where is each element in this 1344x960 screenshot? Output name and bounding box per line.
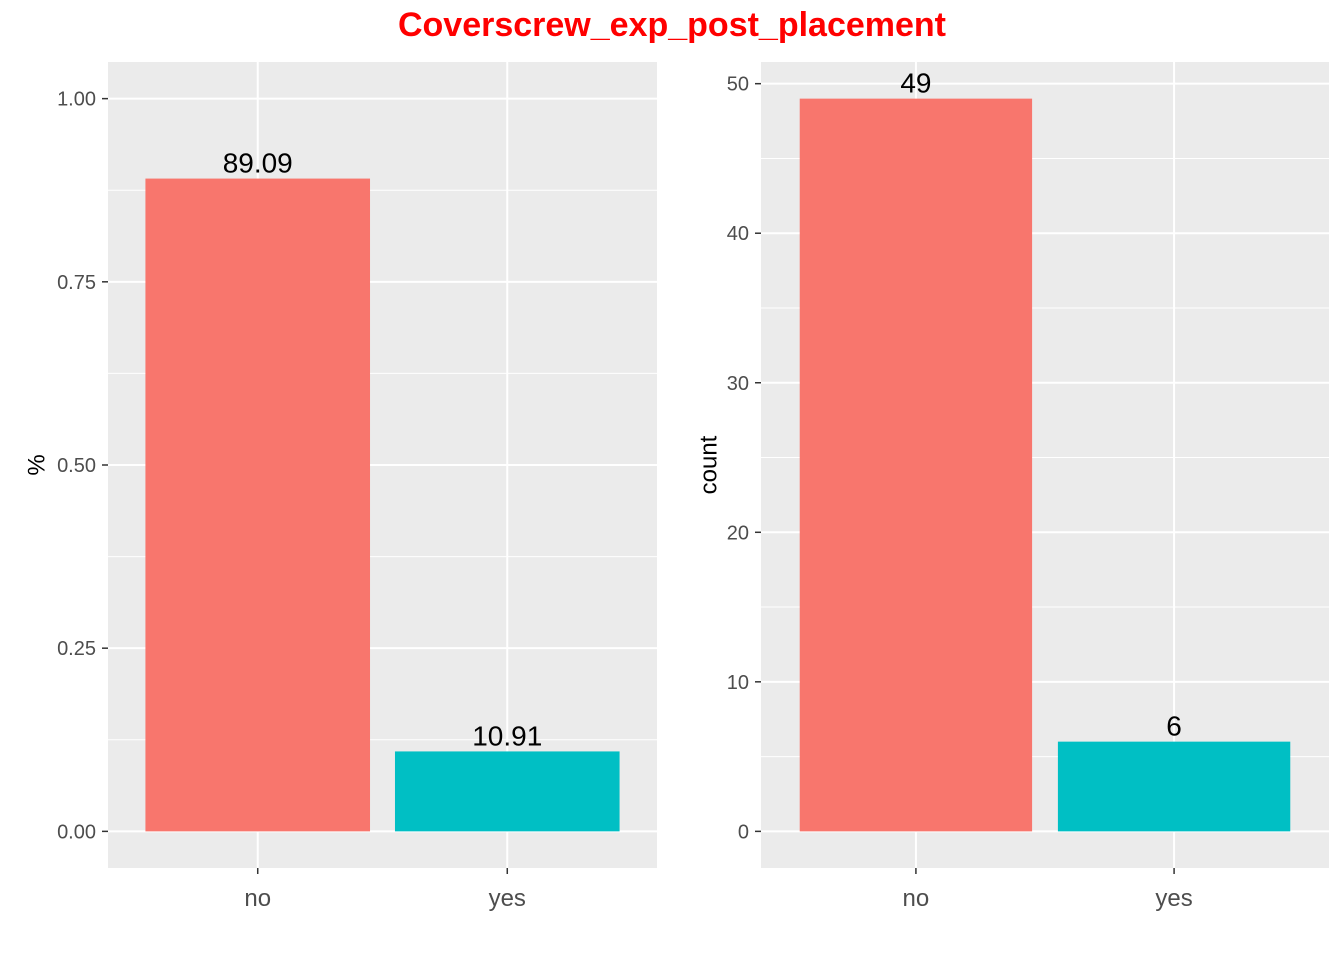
y-tick-label: 0.75 xyxy=(57,272,96,294)
y-tick-label: 10 xyxy=(727,672,749,694)
y-tick-label: 0 xyxy=(738,821,749,843)
y-tick-label: 20 xyxy=(727,522,749,544)
bar-yes xyxy=(394,751,620,832)
y-tick-label: 0.25 xyxy=(57,638,96,660)
y-tick-label: 30 xyxy=(727,373,749,395)
bar-yes xyxy=(1057,741,1291,832)
chart-title: Coverscrew_exp_post_placement xyxy=(397,6,947,44)
y-axis-label: % xyxy=(23,454,50,475)
panel-1: 0.00 0.25 0.50 0.75 1.00 no yes 89.09 10.91% xyxy=(23,62,657,912)
y-tick-label: 0.50 xyxy=(57,455,96,477)
x-tick-label: yes xyxy=(489,885,526,912)
y-tick-label: 0.00 xyxy=(57,821,96,843)
x-tick-label: yes xyxy=(1155,885,1192,912)
data-label: 10.91 xyxy=(472,720,542,751)
bar-no xyxy=(799,98,1033,832)
data-label: 49 xyxy=(900,68,931,99)
data-label: 89.09 xyxy=(223,148,293,179)
bar-no xyxy=(145,178,371,832)
y-tick-label: 40 xyxy=(727,223,749,245)
data-label: 6 xyxy=(1166,711,1182,742)
y-tick-label: 50 xyxy=(727,74,749,96)
y-tick-label: 1.00 xyxy=(57,89,96,111)
panel-2: 0 10 20 30 40 50 no yes 49 6 count xyxy=(695,62,1329,912)
x-tick-label: no xyxy=(903,885,930,912)
y-axis-label: count xyxy=(695,435,722,494)
x-tick-label: no xyxy=(244,885,271,912)
